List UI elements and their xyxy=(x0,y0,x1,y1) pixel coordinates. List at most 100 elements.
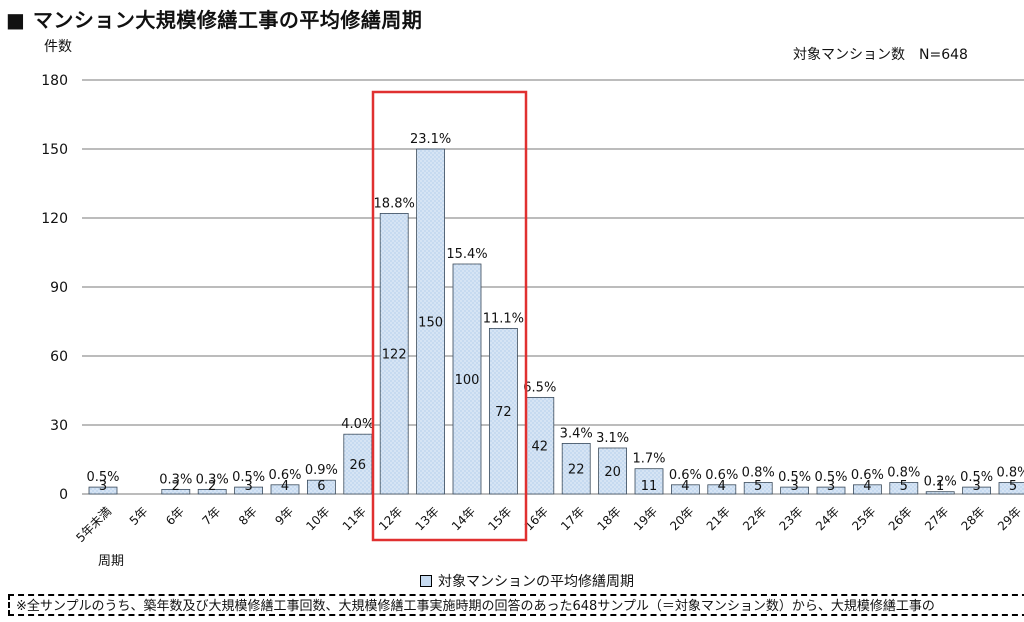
x-tick-label: 9年 xyxy=(272,504,296,528)
bar xyxy=(416,148,446,495)
value-label: 122 xyxy=(382,348,407,363)
bar xyxy=(998,482,1024,495)
x-tick-label: 25年 xyxy=(849,504,878,533)
value-label: 4 xyxy=(863,479,871,494)
value-label: 4 xyxy=(281,479,289,494)
page-title: ■ マンション大規模修繕工事の平均修繕周期 xyxy=(6,8,423,32)
value-label: 5 xyxy=(900,479,908,494)
bar xyxy=(343,433,373,495)
bar xyxy=(598,447,627,495)
legend-swatch xyxy=(420,575,432,587)
value-label: 3 xyxy=(972,479,980,494)
percent-label: 0.6% xyxy=(705,468,738,483)
bar xyxy=(853,484,882,495)
percent-label: 0.2% xyxy=(924,475,957,490)
x-tick-label: 21年 xyxy=(704,504,733,533)
x-tick-label: 29年 xyxy=(995,504,1024,533)
percent-label: 0.6% xyxy=(268,468,301,483)
percent-label: 0.8% xyxy=(996,466,1024,481)
x-tick-label: 11年 xyxy=(340,504,369,533)
x-axis-unit-label: 周期 xyxy=(98,554,125,569)
percent-label: 0.6% xyxy=(851,468,884,483)
value-label: 20 xyxy=(604,465,621,480)
bar xyxy=(561,442,591,495)
bar xyxy=(270,484,300,495)
bar xyxy=(488,327,518,495)
percent-label: 0.3% xyxy=(159,472,192,487)
bar xyxy=(234,486,264,495)
bar xyxy=(197,488,227,495)
value-label: 2 xyxy=(208,479,216,494)
x-tick-label: 10年 xyxy=(303,504,332,533)
value-label: 26 xyxy=(350,458,367,473)
percent-label: 6.5% xyxy=(523,380,556,395)
highlight-box xyxy=(371,90,528,542)
percent-label: 0.3% xyxy=(196,472,229,487)
legend: 対象マンションの平均修繕周期 xyxy=(420,571,634,591)
legend-label: 対象マンションの平均修繕周期 xyxy=(438,574,634,590)
x-tick-label: 27年 xyxy=(922,504,951,533)
value-label: 72 xyxy=(495,405,512,420)
percent-label: 11.1% xyxy=(483,311,524,326)
value-label: 2 xyxy=(172,479,180,494)
y-tick-label: 30 xyxy=(50,418,68,434)
value-label: 4 xyxy=(718,479,726,494)
x-tick-label: 26年 xyxy=(886,504,915,533)
x-tick-label: 19年 xyxy=(631,504,660,533)
value-label: 1 xyxy=(936,479,944,494)
value-label: 42 xyxy=(532,440,549,455)
bar xyxy=(525,396,555,495)
bar xyxy=(743,482,773,495)
x-tick-label: 12年 xyxy=(376,504,405,533)
x-tick-label: 18年 xyxy=(595,504,624,533)
percent-label: 0.5% xyxy=(86,470,119,485)
value-label: 3 xyxy=(827,479,835,494)
x-tick-label: 5年 xyxy=(127,504,151,528)
sample-size-label: 対象マンション数 N=648 xyxy=(793,47,968,63)
value-label: 22 xyxy=(568,463,585,478)
value-label: 5 xyxy=(1009,479,1017,494)
bar xyxy=(634,468,664,495)
x-tick-label: 7年 xyxy=(200,504,224,528)
footnote: ※全サンプルのうち、築年数及び大規模修繕工事回数、大規模修繕工事実施時期の回答の… xyxy=(8,594,1024,616)
percent-label: 3.4% xyxy=(560,426,593,441)
value-label: 11 xyxy=(641,479,658,494)
bar xyxy=(306,479,336,495)
bar xyxy=(379,212,409,495)
value-label: 3 xyxy=(790,479,798,494)
value-label: 3 xyxy=(244,479,252,494)
percent-label: 23.1% xyxy=(410,132,451,147)
x-tick-label: 17年 xyxy=(558,504,587,533)
percent-label: 15.4% xyxy=(446,247,487,262)
y-tick-label: 60 xyxy=(50,349,68,365)
value-label: 6 xyxy=(317,479,325,494)
x-tick-label: 23年 xyxy=(777,504,806,533)
bar xyxy=(816,486,846,495)
bar xyxy=(962,486,991,495)
value-label: 3 xyxy=(99,479,107,494)
percent-label: 0.5% xyxy=(814,470,847,485)
x-tick-label: 14年 xyxy=(449,504,478,533)
bar xyxy=(889,482,919,495)
value-label: 100 xyxy=(455,373,480,388)
x-tick-label: 28年 xyxy=(959,504,988,533)
bar xyxy=(925,491,955,495)
bar xyxy=(707,484,737,495)
y-tick-label: 0 xyxy=(59,487,68,503)
percent-label: 3.1% xyxy=(596,431,629,446)
y-tick-label: 150 xyxy=(41,142,68,158)
x-tick-label: 13年 xyxy=(413,504,442,533)
x-tick-label: 15年 xyxy=(485,504,514,533)
percent-label: 0.9% xyxy=(305,463,338,478)
value-label: 150 xyxy=(418,316,443,331)
percent-label: 1.7% xyxy=(632,452,665,467)
y-tick-label: 90 xyxy=(50,280,68,296)
x-tick-label: 6年 xyxy=(163,504,187,528)
value-label: 5 xyxy=(754,479,762,494)
percent-label: 18.8% xyxy=(374,196,415,211)
x-tick-label: 20年 xyxy=(667,504,696,533)
bar xyxy=(671,484,700,495)
percent-label: 4.0% xyxy=(341,417,374,432)
percent-label: 0.5% xyxy=(232,470,265,485)
